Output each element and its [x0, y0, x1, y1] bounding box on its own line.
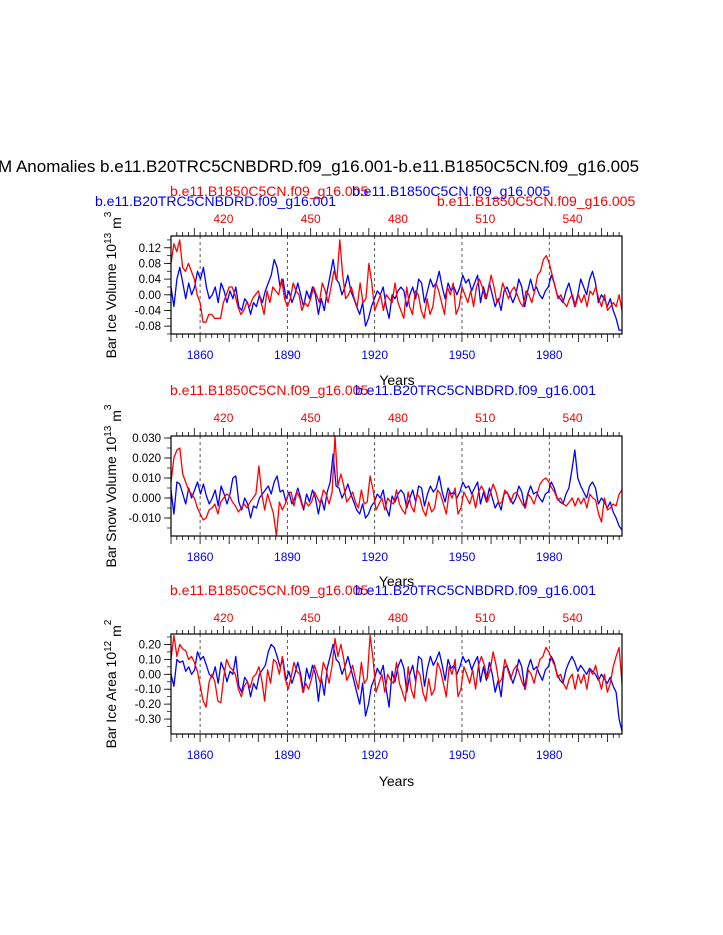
y-tick-label: -0.10: [135, 684, 161, 696]
y-axis-label-part: Bar Ice Volume 10: [103, 244, 119, 359]
y-axis-label: Bar Ice Volume 1013 m3: [103, 211, 124, 358]
page-title: M Anomalies b.e11.B20TRC5CNBDRD.f09_g16.…: [0, 157, 639, 176]
bottom-tick-label: 1920: [361, 748, 388, 762]
y-tick-label: -0.04: [135, 305, 162, 317]
series-line-ctrl: [170, 239, 623, 323]
y-tick-label: 0.000: [132, 493, 161, 505]
y-tick-label: -0.08: [135, 321, 161, 333]
top-tick-label: 480: [388, 212, 408, 226]
y-tick-label: 0.00: [139, 290, 161, 302]
top-tick-label: 480: [388, 611, 408, 625]
y-tick-label: 0.00: [139, 669, 161, 681]
top-tick-label: 540: [563, 611, 583, 625]
y-tick-label: 0.08: [139, 258, 161, 270]
y-tick-label: 0.10: [139, 654, 161, 666]
plot-frame: [170, 235, 623, 335]
series-line-hist: [170, 449, 623, 531]
y-tick-label: 0.010: [132, 473, 161, 485]
y-tick-label: -0.20: [135, 699, 161, 711]
top-tick-label: 450: [301, 611, 321, 625]
y-axis-label-part: 3: [103, 404, 114, 410]
bottom-tick-label: 1860: [187, 748, 214, 762]
run-title-right-secondary: b.e11.B1850C5CN.f09_g16.005: [437, 193, 635, 209]
run-title-top: b.e11.B1850C5CN.f09_g16.005: [170, 582, 368, 598]
bottom-tick-label: 1920: [361, 550, 388, 564]
bottom-tick-label: 1890: [274, 348, 301, 362]
y-axis-label-part: m: [108, 410, 124, 426]
bottom-tick-label: 1980: [536, 748, 563, 762]
top-tick-label: 540: [563, 212, 583, 226]
chart-panel-1: 1860 1890 1920 1950 1980 420 450 480 510 540 0.12 0…: [95, 183, 635, 362]
run-title-right: b.e11.B20TRC5CNBDRD.f09_g16.001: [355, 582, 596, 598]
x-axis-label-panel1: Years: [379, 372, 414, 388]
chart-panel-3: 1860 1890 1920 1950 1980 420 450 480 510 540 0.20 0…: [103, 582, 623, 789]
y-tick-label: 0.020: [132, 453, 161, 465]
bottom-tick-label: 1980: [536, 550, 563, 564]
y-axis-label-part: 2: [103, 619, 114, 625]
x-axis-label: Years: [379, 573, 414, 589]
x-axis-label: Years: [379, 773, 414, 789]
y-axis-label-part: 13: [103, 425, 114, 437]
chart-panel-2: 1860 1890 1920 1950 1980 420 450 480 510 540 0.030…: [103, 382, 623, 589]
top-tick-label: 420: [213, 411, 233, 425]
y-axis-label-part: Bar Ice Area 10: [103, 652, 119, 749]
y-axis-label: Bar Snow Volume 1013 m3: [103, 404, 124, 567]
y-axis-label: Bar Ice Area 1012 m2: [103, 619, 124, 748]
run-title-left: b.e11.B20TRC5CNBDRD.f09_g16.001: [95, 193, 336, 209]
y-axis-label-part: Bar Snow Volume 10: [103, 437, 119, 568]
series-line-ctrl: [170, 435, 623, 537]
y-tick-label: -0.010: [128, 513, 161, 525]
top-tick-label: 510: [475, 611, 495, 625]
bottom-tick-label: 1980: [536, 348, 563, 362]
y-tick-label: 0.030: [132, 433, 161, 445]
y-tick-label: 0.12: [139, 243, 161, 255]
series-line-hist: [170, 643, 623, 732]
plot-frame: [170, 633, 623, 735]
top-tick-label: 540: [563, 411, 583, 425]
bottom-tick-label: 1950: [449, 550, 476, 564]
bottom-tick-label: 1860: [187, 550, 214, 564]
y-axis-label-part: 3: [103, 211, 114, 217]
bottom-tick-label: 1920: [361, 348, 388, 362]
y-axis-label-part: 12: [103, 640, 114, 652]
top-tick-label: 420: [213, 212, 233, 226]
top-tick-label: 450: [301, 411, 321, 425]
bottom-tick-label: 1860: [187, 348, 214, 362]
y-axis-label-part: m: [108, 217, 124, 233]
bottom-tick-label: 1950: [449, 348, 476, 362]
y-tick-label: -0.30: [135, 714, 161, 726]
y-tick-label: 0.20: [139, 639, 161, 651]
run-title-right: b.e11.B20TRC5CNBDRD.f09_g16.001: [355, 382, 596, 398]
top-tick-label: 480: [388, 411, 408, 425]
series-line-ctrl: [170, 634, 623, 708]
run-title-right: b.e11.B1850C5CN.f09_g16.005: [352, 183, 550, 199]
bottom-tick-label: 1890: [274, 550, 301, 564]
top-tick-label: 450: [301, 212, 321, 226]
top-tick-label: 510: [475, 411, 495, 425]
run-title-top: b.e11.B1850C5CN.f09_g16.005: [170, 183, 368, 199]
run-title-top: b.e11.B1850C5CN.f09_g16.005: [170, 382, 368, 398]
top-tick-label: 420: [213, 611, 233, 625]
bottom-tick-label: 1890: [274, 748, 301, 762]
y-axis-label-part: m: [108, 625, 124, 641]
bottom-tick-label: 1950: [449, 748, 476, 762]
y-tick-label: 0.04: [139, 274, 162, 286]
plot-frame: [170, 435, 623, 537]
y-axis-label-part: 13: [103, 232, 114, 244]
top-tick-label: 510: [475, 212, 495, 226]
